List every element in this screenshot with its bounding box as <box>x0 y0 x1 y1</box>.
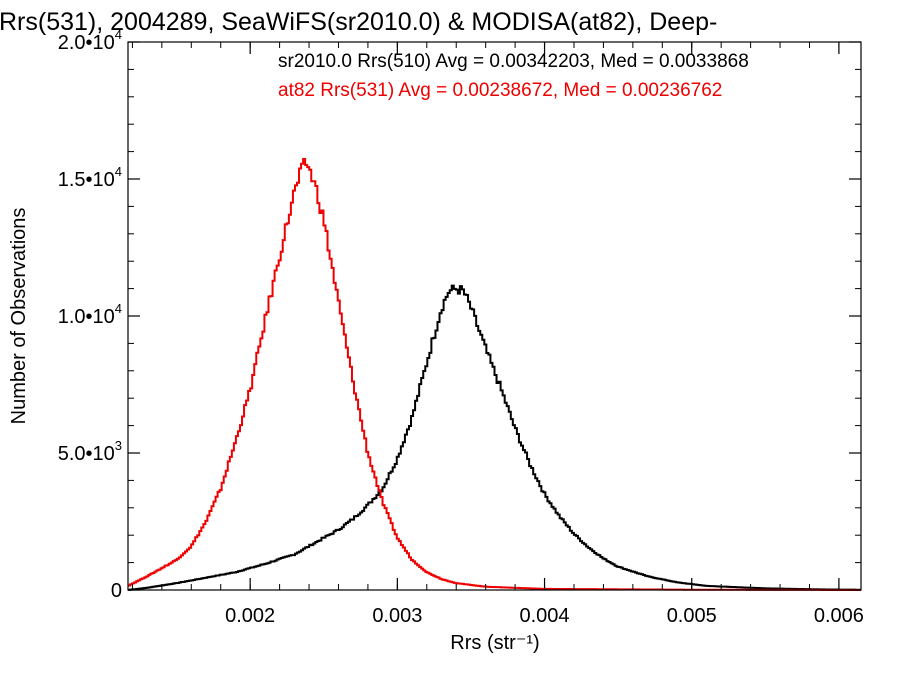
y-axis-label: Number of Observations <box>8 208 30 425</box>
x-tick-label: 0.005 <box>667 605 717 627</box>
x-axis-label: Rrs (str⁻¹) <box>450 632 539 654</box>
x-tick-label: 0.002 <box>225 605 275 627</box>
y-tick-label: 1.0•104 <box>58 301 122 328</box>
tick-layer <box>128 41 861 591</box>
x-tick-label: 0.004 <box>520 605 570 627</box>
y-tick-label: 5.0•103 <box>58 438 122 465</box>
histogram-series-1 <box>128 284 861 591</box>
legend-entry-2: at82 Rrs(531) Avg = 0.00238672, Med = 0.… <box>278 80 722 101</box>
chart-title: Rrs(531), 2004289, SeaWiFS(sr2010.0) & M… <box>0 8 717 36</box>
x-tick-label: 0.003 <box>372 605 422 627</box>
x-tick-label: 0.006 <box>814 605 864 627</box>
y-tick-label: 1.5•104 <box>58 164 122 191</box>
y-tick-label: 2.0•104 <box>58 27 122 54</box>
legend-entry-1: sr2010.0 Rrs(510) Avg = 0.00342203, Med … <box>278 51 749 72</box>
y-tick-label: 0 <box>111 580 122 602</box>
tick-label-layer: 0.002 0.003 0.004 0.005 0.006 0 5.0•103 1.0•104… <box>58 27 864 627</box>
